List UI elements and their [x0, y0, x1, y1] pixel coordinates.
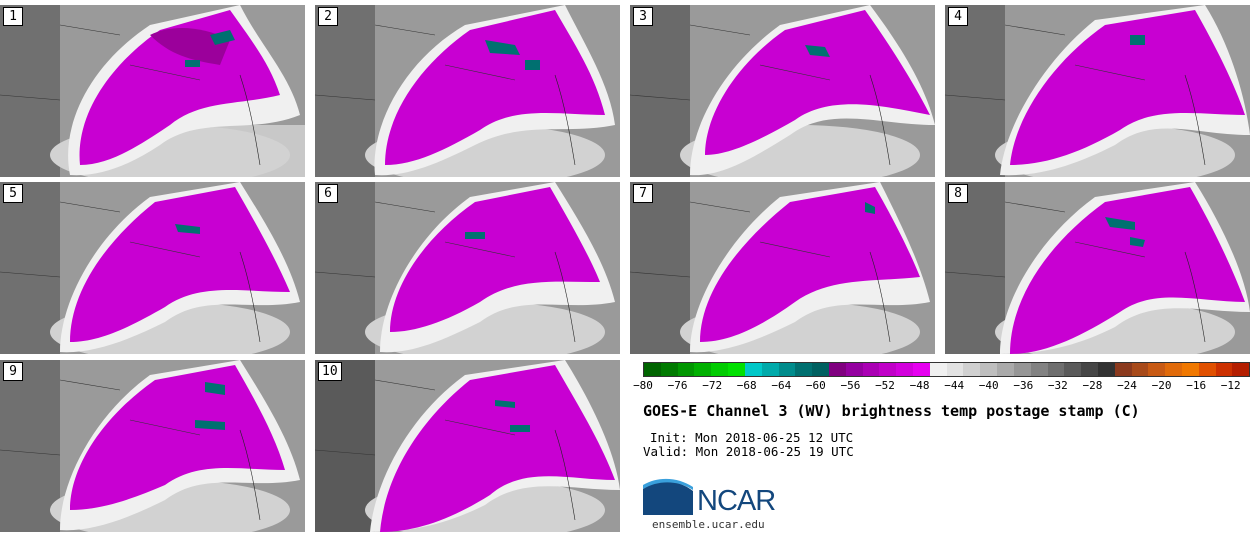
ncar-logo-icon — [643, 478, 693, 515]
init-time: Init: Mon 2018-06-25 12 UTC — [650, 430, 854, 445]
colorbar-tick-label: −40 — [978, 379, 999, 392]
panel-number: 9 — [3, 362, 23, 381]
valid-time: Valid: Mon 2018-06-25 19 UTC — [643, 444, 854, 459]
colorbar-swatch — [1097, 363, 1115, 376]
colorbar-tick-label: −24 — [1117, 379, 1137, 392]
water-vapor-map — [0, 5, 305, 177]
panel-number: 4 — [948, 7, 968, 26]
water-vapor-map — [630, 5, 935, 177]
colorbar-swatch — [1215, 363, 1233, 376]
panel-number: 10 — [318, 362, 342, 381]
colorbar-swatch — [963, 363, 981, 376]
colorbar-tick-label: −64 — [771, 379, 792, 392]
colorbar-swatch — [845, 363, 863, 376]
map-panel-8: 8 — [945, 182, 1250, 354]
colorbar-swatch — [761, 363, 779, 376]
panel-number: 1 — [3, 7, 23, 26]
colorbar-swatch — [677, 363, 695, 376]
colorbar-swatch — [1232, 363, 1250, 376]
map-panel-5: 5 — [0, 182, 305, 354]
colorbar-swatch — [997, 363, 1014, 376]
colorbar-swatch — [795, 363, 813, 376]
colorbar-swatch — [980, 363, 998, 376]
map-panel-7: 7 — [630, 182, 935, 354]
water-vapor-map — [315, 182, 620, 354]
panel-number: 6 — [318, 184, 338, 203]
map-panel-4: 4 — [945, 5, 1250, 177]
colorbar-tick-label: −20 — [1151, 379, 1172, 392]
map-panel-3: 3 — [630, 5, 935, 177]
colorbar-tick-label: −60 — [805, 379, 826, 392]
colorbar-swatch — [1013, 363, 1031, 376]
colorbar-swatch — [1114, 363, 1132, 376]
map-panel-2: 2 — [315, 5, 620, 177]
colorbar-swatch — [744, 363, 762, 376]
colorbar-swatch — [1030, 363, 1048, 376]
colorbar-swatch — [1148, 363, 1166, 376]
water-vapor-map — [315, 5, 620, 177]
water-vapor-map — [0, 182, 305, 354]
colorbar-tick-label: −48 — [909, 379, 930, 392]
panel-number: 5 — [3, 184, 23, 203]
colorbar-swatch — [1064, 363, 1082, 376]
colorbar-tick-label: −12 — [1220, 379, 1241, 392]
water-vapor-map — [945, 182, 1250, 354]
panel-number: 7 — [633, 184, 653, 203]
colorbar-swatch — [913, 363, 930, 376]
colorbar-swatch — [828, 363, 846, 376]
colorbar-swatch — [946, 363, 964, 376]
colorbar-tick-label: −44 — [944, 379, 965, 392]
colorbar-tick-label: −52 — [875, 379, 895, 392]
colorbar-tick-label: −56 — [840, 379, 861, 392]
colorbar-swatch — [694, 363, 712, 376]
map-panel-6: 6 — [315, 182, 620, 354]
colorbar-tick-label: −72 — [702, 379, 723, 392]
colorbar-swatch — [1165, 363, 1182, 376]
water-vapor-map — [0, 360, 305, 532]
logo-url[interactable]: ensemble.ucar.edu — [652, 518, 765, 531]
colorbar-tick-label: −28 — [1082, 379, 1103, 392]
panel-number: 3 — [633, 7, 653, 26]
colorbar-swatch — [728, 363, 745, 376]
colorbar-swatch — [812, 363, 829, 376]
colorbar-tick-label: −80 — [633, 379, 653, 392]
map-panel-1: 1 — [0, 5, 305, 177]
colorbar-swatch — [1047, 363, 1065, 376]
colorbar-swatch — [1182, 363, 1199, 376]
colorbar-swatch — [1131, 363, 1149, 376]
panel-number: 2 — [318, 7, 338, 26]
colorbar-tick-label: −16 — [1186, 379, 1207, 392]
colorbar-swatch — [879, 363, 897, 376]
colorbar-swatch — [1198, 363, 1216, 376]
colorbar-swatch — [1081, 363, 1098, 376]
panel-number: 8 — [948, 184, 968, 203]
colorbar-tick-label: −76 — [667, 379, 688, 392]
colorbar — [643, 362, 1250, 377]
colorbar-swatch — [929, 363, 947, 376]
colorbar-swatch — [896, 363, 913, 376]
colorbar-tick-label: −68 — [736, 379, 757, 392]
figure-title: GOES-E Channel 3 (WV) brightness temp po… — [643, 402, 1140, 420]
map-panel-9: 9 — [0, 360, 305, 532]
colorbar-swatch — [862, 363, 880, 376]
water-vapor-map — [630, 182, 935, 354]
colorbar-swatch — [660, 363, 678, 376]
colorbar-tick-label: −36 — [1013, 379, 1034, 392]
colorbar-swatch — [644, 363, 661, 376]
colorbar-swatch — [778, 363, 796, 376]
logo-name: NCAR — [697, 485, 776, 517]
colorbar-tick-label: −32 — [1047, 379, 1068, 392]
water-vapor-map — [315, 360, 620, 532]
map-panel-10: 10 — [315, 360, 620, 532]
water-vapor-map — [945, 5, 1250, 177]
colorbar-swatch — [711, 363, 729, 376]
